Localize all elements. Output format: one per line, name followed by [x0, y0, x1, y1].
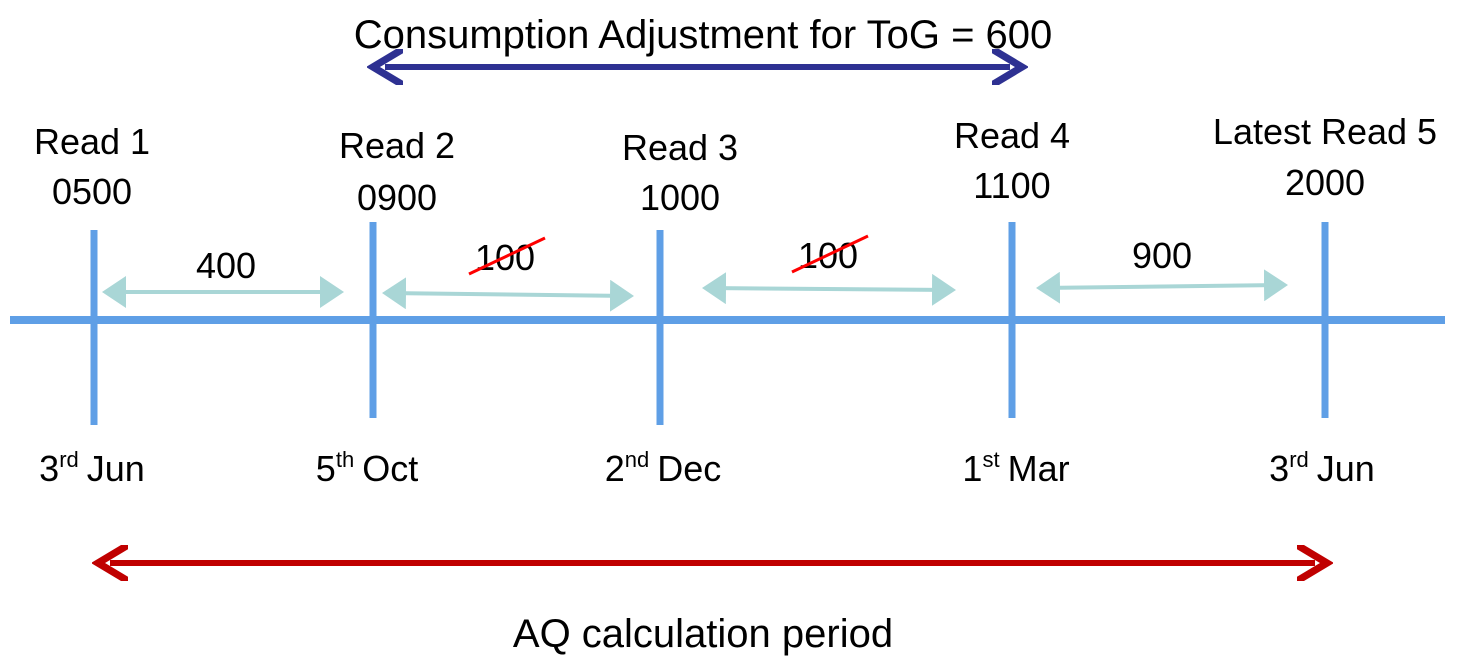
read-value: 0900	[357, 177, 437, 218]
interval-arrow	[1036, 269, 1288, 304]
read-value: 1100	[973, 165, 1050, 206]
interval-arrow	[382, 277, 634, 312]
read-label: Read 3	[622, 127, 738, 168]
date-day: 3	[39, 448, 59, 489]
date-month: Jun	[87, 448, 145, 489]
strike	[468, 236, 546, 276]
read-date: 5th Oct	[316, 447, 418, 489]
date-day: 5	[316, 448, 336, 489]
date-month: Oct	[362, 448, 418, 489]
interval-arrow	[702, 272, 956, 306]
date-month: Dec	[657, 448, 721, 489]
strike	[791, 234, 869, 274]
read-date: 2nd Dec	[605, 447, 722, 489]
read-value: 0500	[52, 171, 132, 212]
read-date: 3rd Jun	[39, 447, 145, 489]
interval-value: 400	[196, 245, 256, 286]
date-suffix: th	[336, 447, 354, 472]
read-value: 1000	[640, 177, 720, 218]
interval-value: 900	[1132, 235, 1192, 276]
date-suffix: rd	[59, 447, 79, 472]
date-day: 2	[605, 448, 625, 489]
read-value: 2000	[1285, 162, 1365, 203]
period-label: AQ calculation period	[513, 612, 893, 656]
date-day: 1	[962, 448, 982, 489]
date-day: 3	[1269, 448, 1289, 489]
read-label: Read 4	[954, 115, 1070, 156]
read-date: 3rd Jun	[1269, 447, 1375, 489]
title: Consumption Adjustment for ToG = 600	[354, 13, 1053, 57]
read-label: Latest Read 5	[1213, 111, 1437, 152]
date-suffix: rd	[1289, 447, 1309, 472]
read-date: 1st Mar	[962, 447, 1069, 489]
date-suffix: nd	[625, 447, 649, 472]
date-suffix: st	[982, 447, 999, 472]
date-month: Mar	[1008, 448, 1070, 489]
read-label: Read 1	[34, 121, 150, 162]
read-label: Read 2	[339, 125, 455, 166]
date-month: Jun	[1317, 448, 1375, 489]
